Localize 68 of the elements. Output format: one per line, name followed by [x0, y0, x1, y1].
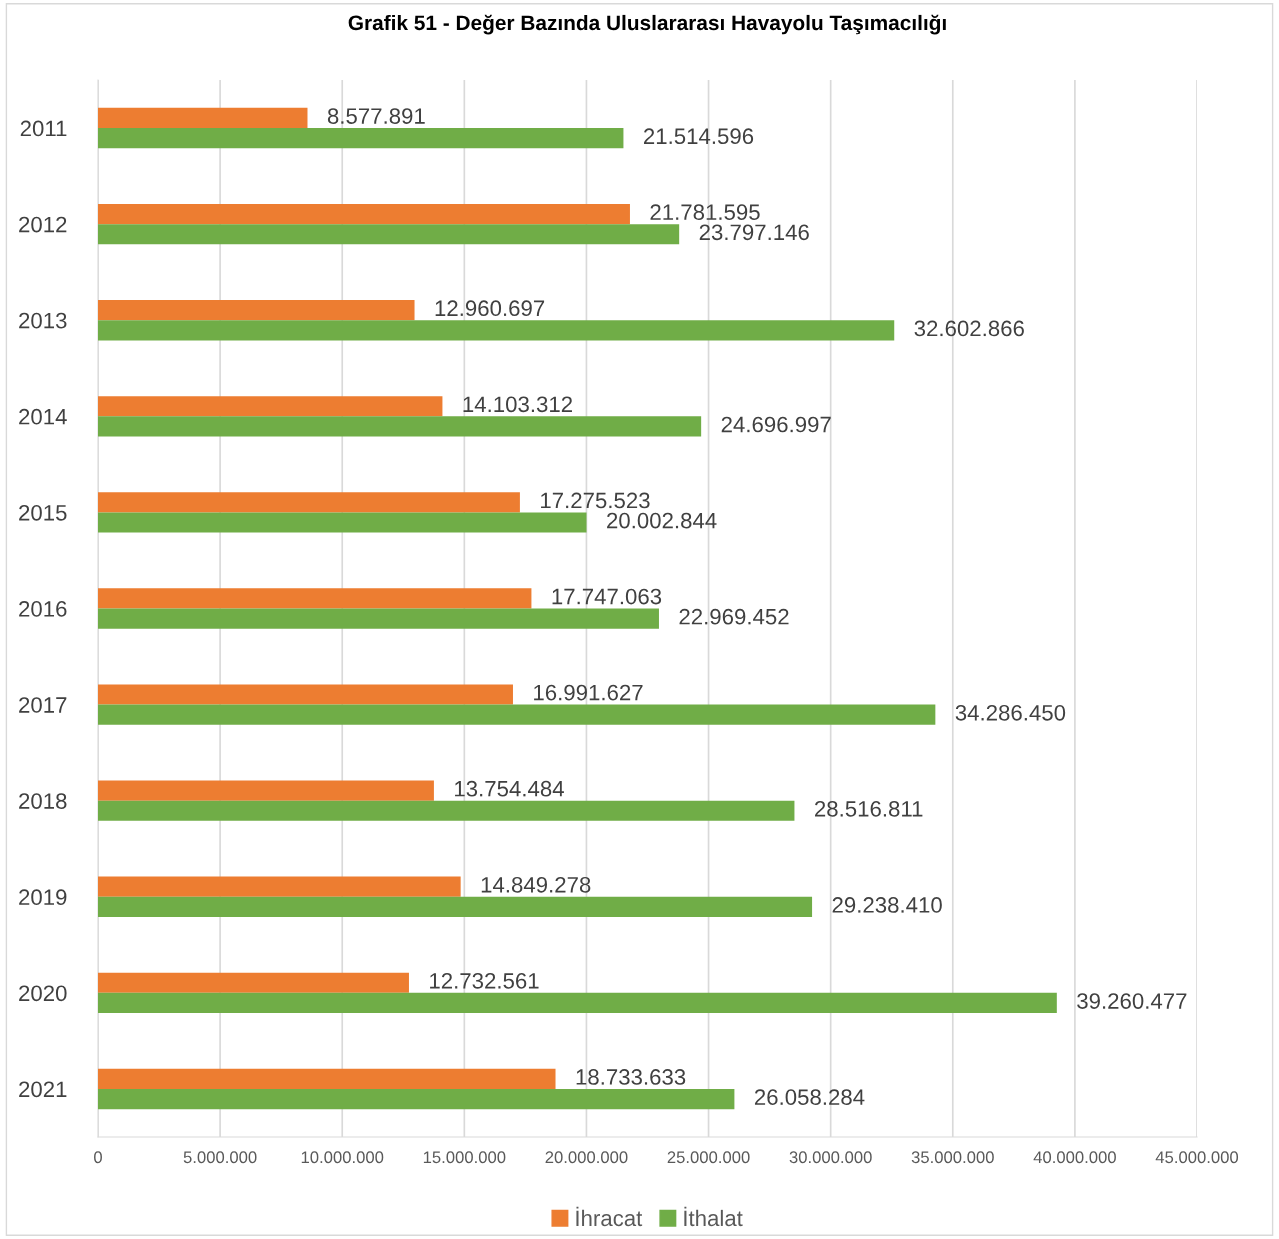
bar	[98, 203, 630, 225]
bar	[98, 320, 895, 341]
data-label: 28.516.811	[815, 801, 923, 817]
data-label: 39.260.477	[1077, 993, 1187, 1009]
data-label: 8.577.891	[327, 108, 425, 124]
data-label: 12.960.697	[435, 300, 545, 317]
x-tick-label: 5.000.000	[183, 1151, 257, 1164]
bar	[98, 684, 513, 705]
data-label: 26.058.284	[754, 1089, 865, 1106]
data-label: 17.747.063	[552, 588, 662, 605]
bar	[98, 512, 587, 533]
x-tick-label: 30.000.000	[789, 1151, 872, 1164]
bar	[98, 876, 461, 897]
bar	[98, 608, 659, 629]
data-label: 23.797.146	[699, 224, 809, 241]
bar	[98, 492, 520, 513]
data-label: 14.103.312	[463, 396, 572, 413]
bar	[98, 396, 443, 417]
data-label: 13.754.484	[455, 780, 564, 797]
y-tick-label: 2020	[19, 985, 67, 1002]
x-tick-label: 15.000.000	[423, 1151, 506, 1164]
bar	[98, 128, 624, 149]
data-label: 32.602.866	[914, 320, 1024, 337]
y-tick-label: 2013	[19, 312, 67, 329]
data-label: 34.286.450	[955, 704, 1066, 721]
bar	[98, 992, 1057, 1014]
data-label: 12.732.561	[430, 973, 539, 989]
data-label: 21.781.595	[650, 204, 760, 221]
data-label: 16.991.627	[534, 684, 643, 701]
y-tick-label: 2017	[19, 697, 67, 713]
y-tick-label: 2019	[19, 889, 67, 906]
y-tick-label: 2011	[20, 120, 67, 137]
x-tick-label: 10.000.000	[301, 1151, 384, 1164]
legend-label: İthalat	[684, 1206, 743, 1227]
data-label: 17.275.523	[541, 492, 650, 509]
y-tick-label: 2021	[19, 1081, 67, 1098]
bar	[98, 107, 308, 129]
data-label: 20.002.844	[607, 512, 717, 529]
data-label: 22.969.452	[679, 608, 789, 625]
y-tick-label: 2018	[19, 793, 67, 809]
bar	[98, 224, 680, 245]
x-tick-label: 20.000.000	[545, 1151, 628, 1164]
data-label: 21.514.596	[644, 128, 754, 145]
y-tick-label: 2016	[19, 601, 67, 617]
bar	[98, 588, 532, 609]
x-tick-label: 25.000.000	[667, 1151, 750, 1164]
bar	[98, 972, 409, 993]
chart-title: Grafik 51 - Değer Bazında Uluslararası Havayolu Taşımacılığı	[348, 14, 946, 35]
bar	[98, 416, 702, 437]
legend-label: İhracat	[576, 1206, 643, 1227]
bar	[98, 896, 813, 917]
x-tick-label: 35.000.000	[911, 1151, 994, 1164]
x-tick-label: 45.000.000	[1155, 1151, 1239, 1164]
x-tick-label: 0	[94, 1151, 102, 1164]
bar	[98, 780, 434, 801]
bar	[98, 1088, 735, 1110]
data-label: 14.849.278	[481, 876, 591, 893]
data-label: 24.696.997	[721, 416, 831, 433]
y-tick-label: 2014	[19, 408, 67, 425]
data-label: 18.733.633	[576, 1069, 686, 1085]
bar	[98, 800, 795, 821]
bar	[98, 300, 415, 321]
bar	[98, 704, 936, 725]
y-tick-label: 2015	[19, 504, 67, 521]
bar	[98, 1068, 556, 1089]
data-label: 29.238.410	[832, 897, 942, 913]
x-tick-label: 40.000.000	[1033, 1151, 1116, 1164]
y-tick-label: 2012	[19, 216, 67, 233]
